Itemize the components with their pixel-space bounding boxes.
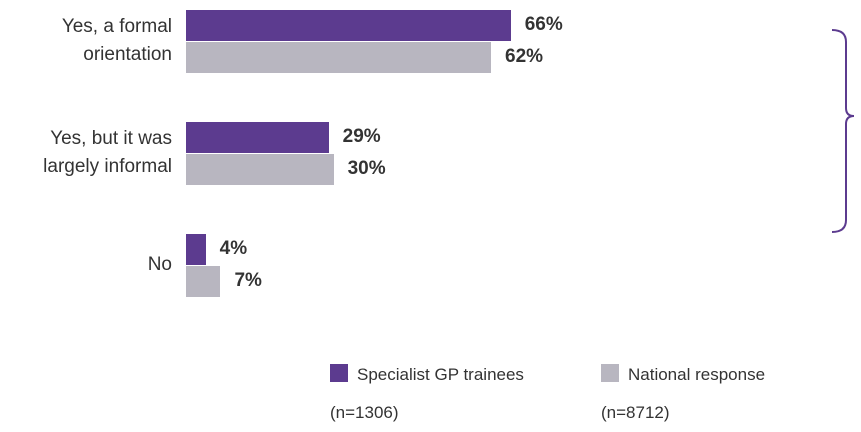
bar: [186, 266, 221, 297]
chart: Yes, a formal orientation 66% 62% Yes, but …: [43, 10, 855, 422]
value-label: 66%: [524, 14, 563, 35]
value-label: 29%: [342, 126, 381, 147]
legend-label: Specialist GP trainees (n=1306): [330, 365, 524, 422]
value-label: 30%: [347, 158, 386, 179]
legend-item: Specialist GP trainees (n=1306): [330, 356, 575, 432]
value-label: 4%: [219, 238, 248, 259]
bar: [186, 122, 329, 153]
bar: [186, 42, 492, 73]
bracket: [831, 29, 855, 233]
legend-swatch: [330, 364, 348, 382]
category-label: Yes, but it was largely informal: [43, 128, 172, 177]
value-label: 7%: [234, 270, 262, 291]
bar: [186, 234, 206, 265]
category-label: Yes, a formal orientation: [61, 16, 172, 65]
value-label: 62%: [505, 46, 544, 67]
legend-label: National response (n=8712): [601, 365, 766, 422]
legend-swatch: [601, 364, 619, 382]
bar: [186, 154, 334, 185]
legend-item: National response (n=8712): [601, 356, 816, 432]
brace-layer: [831, 29, 855, 233]
bar: [186, 10, 511, 41]
category-label: No: [147, 254, 172, 275]
